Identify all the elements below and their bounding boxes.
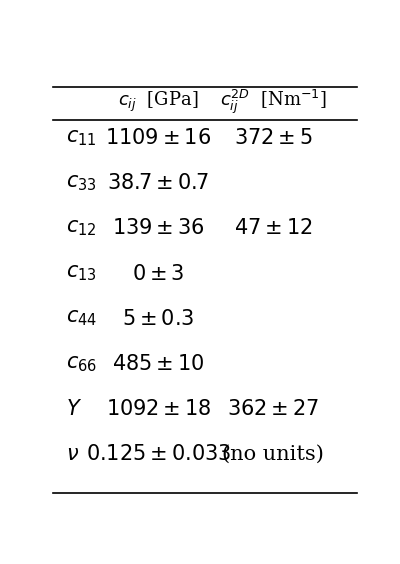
Text: $485 \pm 10$: $485 \pm 10$ [112,354,205,374]
Text: $c_{66}$: $c_{66}$ [66,354,97,374]
Text: $139 \pm 36$: $139 \pm 36$ [112,218,205,239]
Text: $5 \pm 0.3$: $5 \pm 0.3$ [122,309,195,329]
Text: $362 \pm 27$: $362 \pm 27$ [227,399,319,419]
Text: $c_{44}$: $c_{44}$ [66,309,97,328]
Text: $c_{ij}$  [GPa]: $c_{ij}$ [GPa] [118,90,199,114]
Text: $c_{11}$: $c_{11}$ [66,128,96,148]
Text: $47 \pm 12$: $47 \pm 12$ [234,218,312,239]
Text: $38.7 \pm 0.7$: $38.7 \pm 0.7$ [107,173,210,193]
Text: $\nu$: $\nu$ [66,444,79,464]
Text: $c_{13}$: $c_{13}$ [66,264,96,283]
Text: $Y$: $Y$ [66,399,82,419]
Text: $372 \pm 5$: $372 \pm 5$ [234,128,313,148]
Text: $0 \pm 3$: $0 \pm 3$ [132,263,185,284]
Text: $1092 \pm 18$: $1092 \pm 18$ [106,399,211,419]
Text: $c_{12}$: $c_{12}$ [66,219,96,238]
Text: $0.125 \pm 0.033$: $0.125 \pm 0.033$ [86,444,231,464]
Text: $c^{2D}_{ij}$  [Nm$^{-1}$]: $c^{2D}_{ij}$ [Nm$^{-1}$] [220,87,327,116]
Text: $1109 \pm 16$: $1109 \pm 16$ [106,128,212,148]
Text: $c_{33}$: $c_{33}$ [66,173,96,193]
Text: (no units): (no units) [222,444,324,464]
